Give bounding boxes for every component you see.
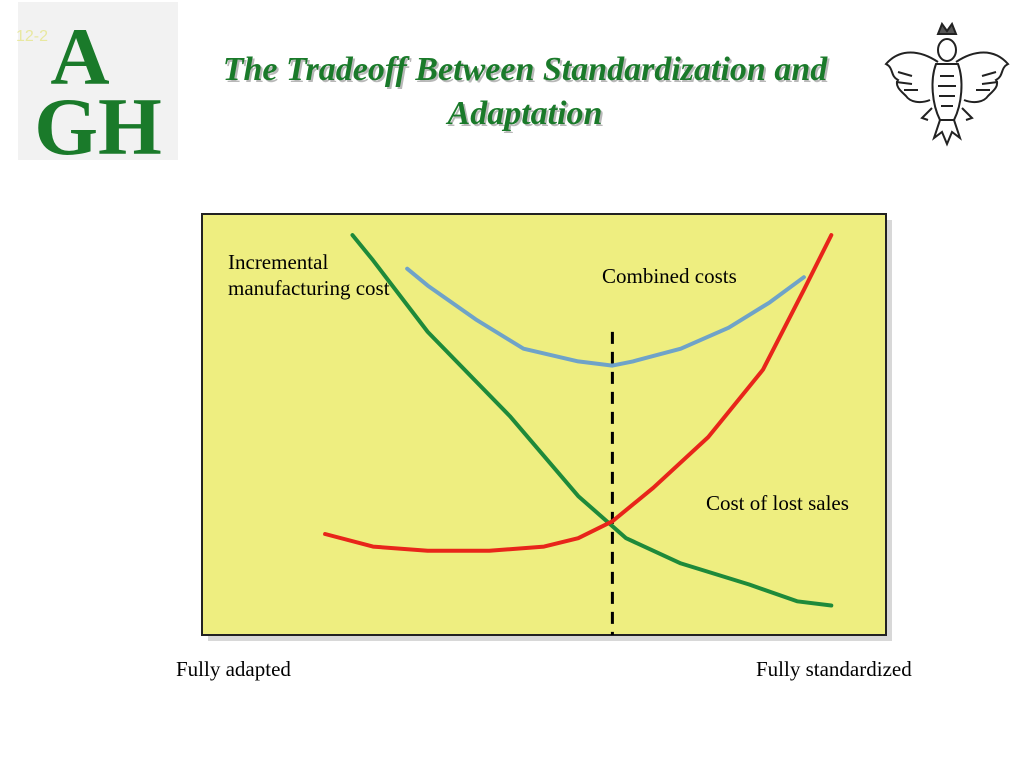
manufacturing-label: Incremental manufacturing cost: [228, 249, 390, 301]
fully-adapted-label: Fully adapted: [176, 657, 291, 681]
manufacturing-cost-curve: [350, 233, 834, 608]
combined-costs-curve: [405, 266, 806, 368]
eagle-emblem-icon: [884, 21, 1010, 147]
chart-panel: [201, 213, 887, 636]
slide-title: The Tradeoff Between Standardization and…: [222, 51, 828, 132]
lost-sales-curve: [323, 233, 834, 553]
fully-standardized-label: Fully standardized: [756, 657, 912, 681]
logo-letters-gh: GH: [34, 81, 162, 160]
lost-sales-label: Cost of lost sales: [706, 491, 849, 515]
logo-letter-a: A: [50, 11, 109, 102]
manufacturing-label-line2: manufacturing cost: [228, 276, 390, 300]
manufacturing-label-line1: Incremental: [228, 250, 329, 274]
agh-logo: A GH: [18, 2, 178, 172]
combined-label: Combined costs: [602, 264, 737, 288]
slide-number: 12-2: [16, 28, 49, 45]
agh-logo-mark: A GH: [34, 11, 162, 172]
